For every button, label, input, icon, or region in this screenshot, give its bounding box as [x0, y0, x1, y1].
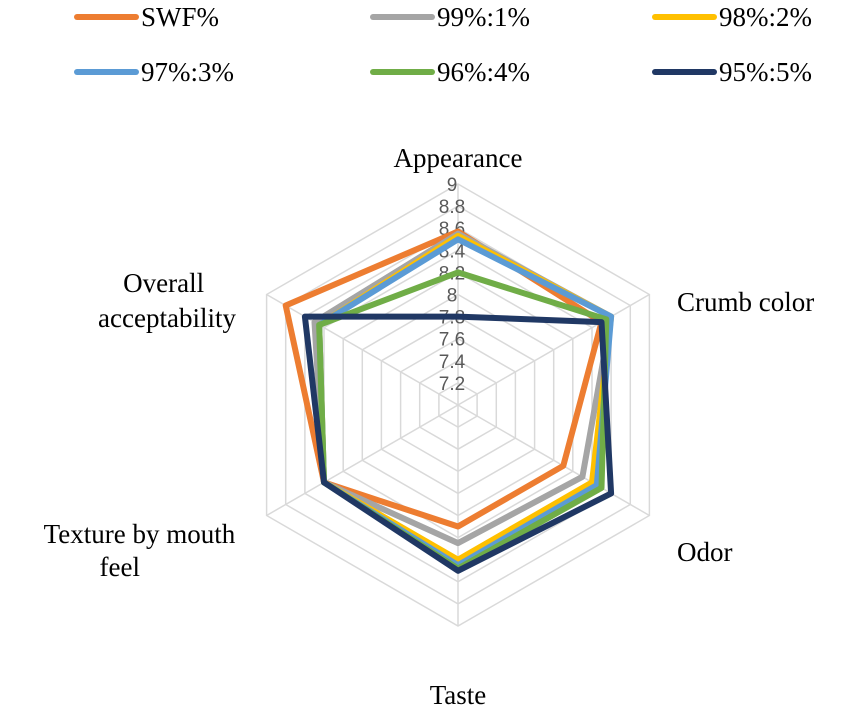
tick-label-2: 7.6 [439, 330, 465, 351]
legend-label-99-1: 99%:1% [437, 2, 530, 32]
tick-label-8: 8.8 [439, 197, 465, 218]
axis-label-overall-acceptability: Overall acceptability [98, 268, 236, 333]
legend-item-swf: SWF% [74, 2, 219, 32]
axis-label-odor: Odor [677, 537, 733, 567]
axis-label-texture-line2: feel [100, 552, 140, 582]
grid-spoke-5 [266, 293, 459, 406]
legend-label-97-3: 97%:3% [141, 57, 234, 87]
legend-label-swf: SWF% [141, 2, 219, 32]
tick-label-1: 7.4 [439, 352, 466, 373]
grid-spoke-4 [266, 404, 459, 517]
legend-label-98-2: 98%:2% [719, 2, 812, 32]
radar-series [282, 228, 615, 574]
legend-label-95-5: 95%:5% [719, 57, 812, 87]
axis-label-texture-line1: Texture by mouth [44, 519, 236, 549]
tick-label-4: 8 [447, 286, 458, 307]
axis-label-crumb-color: Crumb color [677, 287, 814, 317]
axis-labels: Appearance Crumb color Odor Taste Textur… [44, 143, 815, 710]
legend-item-99-1: 99%:1% [370, 2, 530, 32]
legend-item-98-2: 98%:2% [652, 2, 812, 32]
legend-item-97-3: 97%:3% [74, 57, 234, 87]
tick-label-9: 9 [447, 175, 458, 196]
radial-tick-labels: 7.27.47.67.888.28.48.68.89 [439, 175, 466, 395]
grid-spoke-1 [457, 293, 650, 406]
grid-spoke-2 [457, 404, 650, 517]
axis-label-texture-by-mouth-feel: Texture by mouth feel [44, 519, 242, 582]
series-line-5 [301, 313, 615, 574]
tick-label-0: 7.2 [439, 374, 465, 395]
axis-label-appearance: Appearance [394, 143, 523, 173]
axis-label-overall-line2: acceptability [98, 303, 236, 333]
legend: SWF% 99%:1% 98%:2% 97%:3% 96%:4% 95%:5% [74, 2, 812, 87]
legend-label-96-4: 96%:4% [437, 57, 530, 87]
axis-label-taste: Taste [430, 680, 487, 710]
legend-item-96-4: 96%:4% [370, 57, 530, 87]
legend-item-95-5: 95%:5% [652, 57, 812, 87]
axis-label-overall-line1: Overall [123, 268, 204, 298]
